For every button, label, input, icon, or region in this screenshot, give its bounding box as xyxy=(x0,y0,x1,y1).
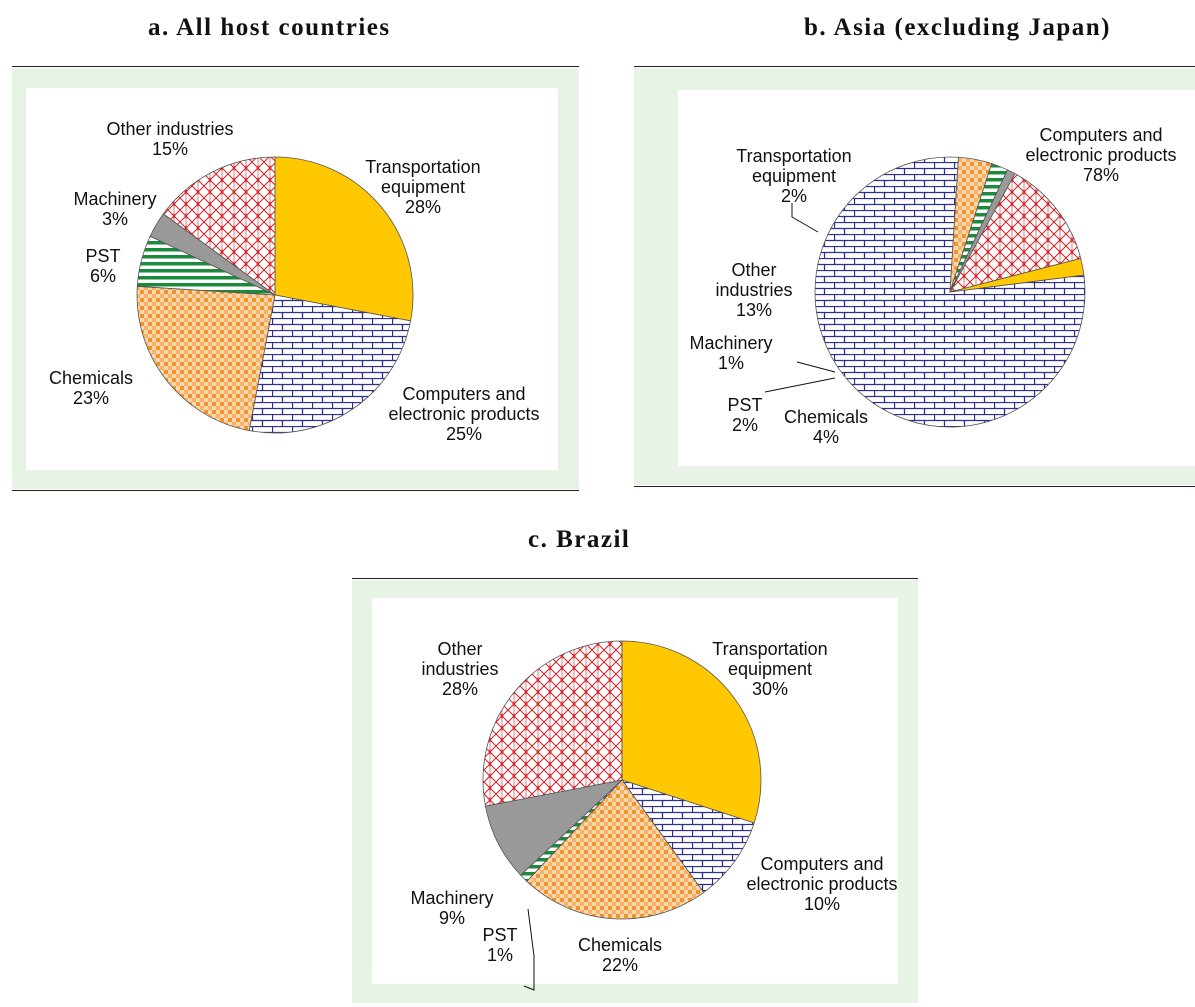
leader-line xyxy=(764,377,836,393)
pie-slice-other-industries xyxy=(949,173,1082,293)
pie-chart-a: Transportation equipment 28% Computers and e… xyxy=(49,119,540,444)
slice-label-machinery: Machinery 3% xyxy=(73,189,156,229)
slice-label-pst: PST 1% xyxy=(482,925,517,965)
slice-label-transportation-equipment: Transportation equipment 2% xyxy=(736,146,851,206)
panel-a: Transportation equipment 28% Computers and e… xyxy=(12,66,579,491)
leader-line xyxy=(523,908,535,991)
panel-b: Computers and electronic products 78% Chemi… xyxy=(634,66,1195,487)
panel-a-title: a. All host countries xyxy=(148,14,391,41)
slice-label-other-industries: Other industries 15% xyxy=(106,119,233,159)
slice-label-chemicals: Chemicals 23% xyxy=(49,368,133,408)
pie-slice-other-industries xyxy=(162,156,276,296)
pie-slice-chemicals xyxy=(526,779,705,920)
leader-line xyxy=(791,203,819,233)
slice-label-machinery: Machinery 1% xyxy=(689,333,772,373)
pie-slice-computers-and-electronic-products xyxy=(248,294,412,434)
pie-slice-computers-and-electronic-products xyxy=(620,779,755,894)
pie-chart-b: Computers and electronic products 78% Chemi… xyxy=(689,125,1176,447)
slice-label-other-industries: Other industries 28% xyxy=(421,639,498,699)
slice-label-transportation-equipment: Transportation equipment 30% xyxy=(712,639,827,699)
slice-label-computers-and-electronic-products: Computers and electronic products 78% xyxy=(1025,125,1176,185)
slice-label-machinery: Machinery 9% xyxy=(410,888,493,928)
pie-slice-transportation-equipment xyxy=(621,640,762,824)
slice-label-transportation-equipment: Transportation equipment 28% xyxy=(365,157,480,217)
panel-c-title: c. Brazil xyxy=(528,526,631,553)
pie-slice-machinery xyxy=(484,779,624,876)
slice-label-pst: PST 2% xyxy=(727,395,762,435)
slice-label-chemicals: Chemicals 22% xyxy=(578,935,662,975)
leader-line xyxy=(796,361,836,373)
slice-label-computers-and-electronic-products: Computers and electronic products 10% xyxy=(746,854,897,914)
slice-label-pst: PST 6% xyxy=(85,246,120,286)
slice-label-computers-and-electronic-products: Computers and electronic products 25% xyxy=(388,384,539,444)
pie-chart-c: Transportation equipment 30% Computers and e… xyxy=(410,639,898,991)
pie-slice-transportation-equipment xyxy=(949,257,1085,293)
slice-label-chemicals: Chemicals 4% xyxy=(784,407,868,447)
panel-b-title: b. Asia (excluding Japan) xyxy=(804,14,1112,41)
panel-c: Transportation equipment 30% Computers and e… xyxy=(352,578,918,1005)
pie-slice-other-industries xyxy=(482,640,623,807)
pie-slice-transportation-equipment xyxy=(274,156,414,322)
pie-slice-chemicals xyxy=(136,285,276,432)
slice-label-other-industries: Other industries 13% xyxy=(715,260,792,320)
